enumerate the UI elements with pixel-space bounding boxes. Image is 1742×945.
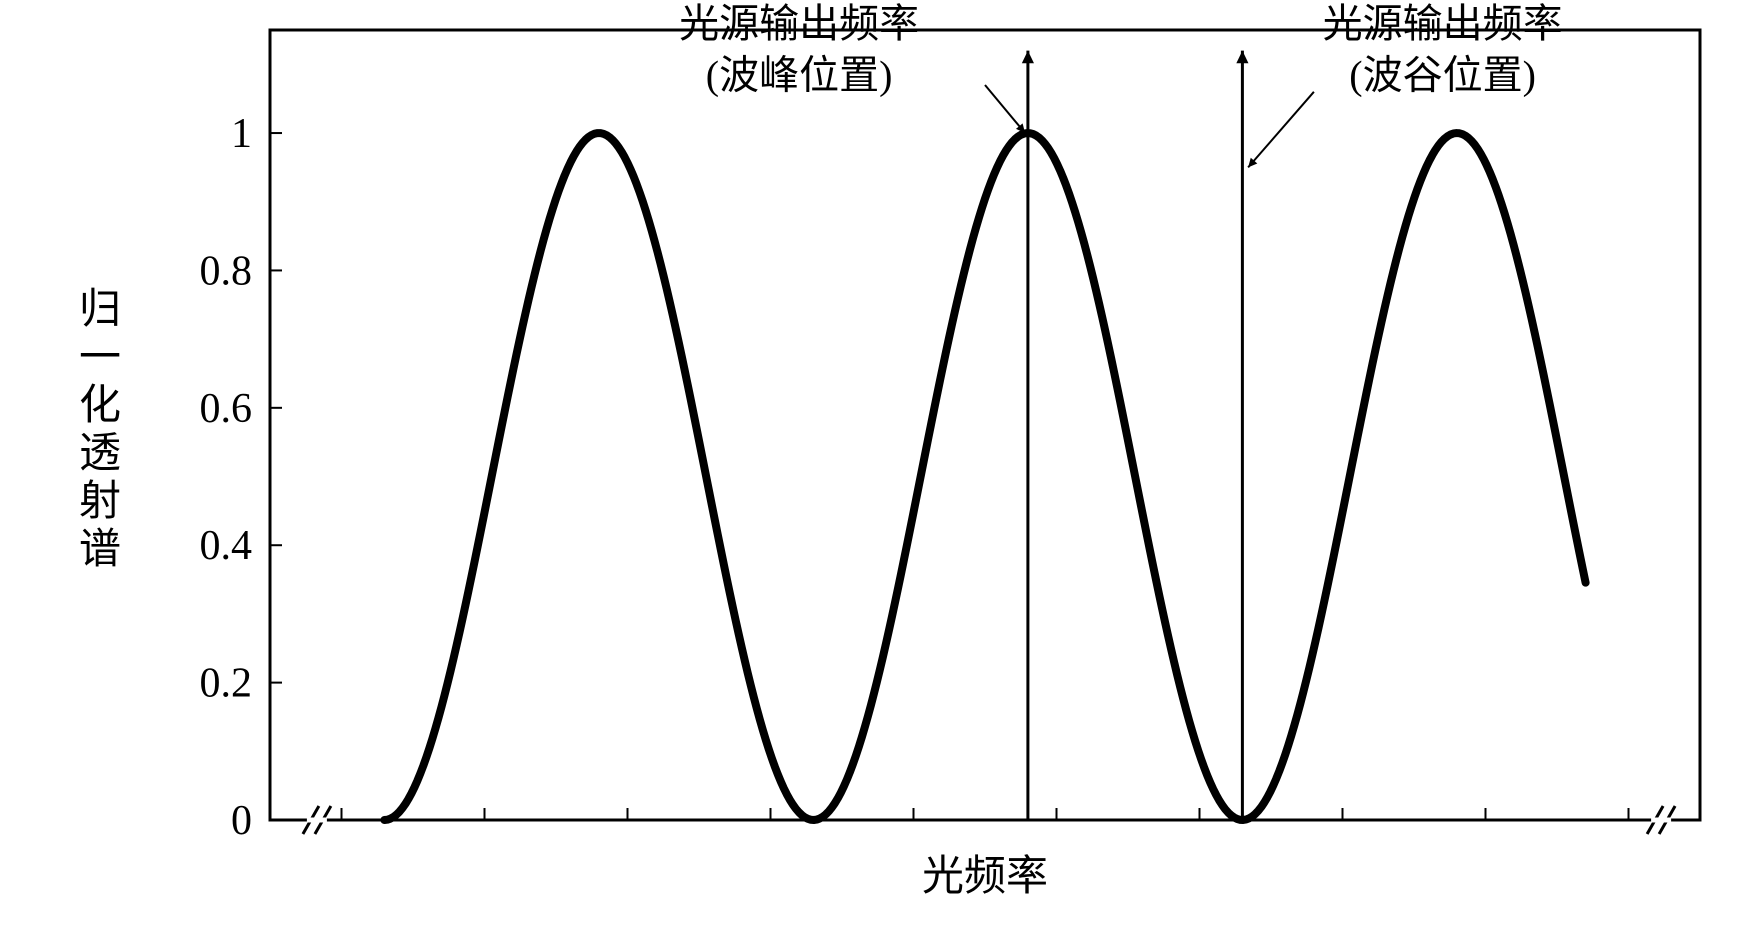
y-tick-label: 0.4 [200,523,253,569]
y-axis-label-char: 归 [79,287,121,333]
peak-annotation-text: (波峰位置) [706,52,893,97]
trough-annotation-text: (波谷位置) [1349,52,1536,97]
x-axis-label: 光频率 [922,853,1048,900]
chart-container: 0 0.2 0.4 0.6 0.8 1 归一化透射谱光频率 光源输出频率 (波峰位置) 光源输出频… [0,0,1742,945]
y-tick-label: 1 [231,111,252,157]
y-axis-label-char: 透 [79,431,121,477]
y-tick-label: 0.6 [200,386,253,432]
chart-svg: 0 0.2 0.4 0.6 0.8 1 归一化透射谱光频率 光源输出频率 (波峰位置) 光源输出频… [0,0,1742,945]
y-tick-label: 0 [231,798,252,844]
y-axis-label-char: 一 [79,335,121,381]
y-tick-label: 0.2 [200,661,253,707]
y-axis-label-char: 化 [79,383,121,429]
peak-annotation-text: 光源输出频率 [679,1,919,46]
y-axis-label-char: 射 [79,479,121,525]
trough-annotation-text: 光源输出频率 [1323,1,1563,46]
y-axis-label-char: 谱 [79,527,121,573]
plot-area [270,30,1700,820]
y-tick-label: 0.8 [200,248,253,294]
